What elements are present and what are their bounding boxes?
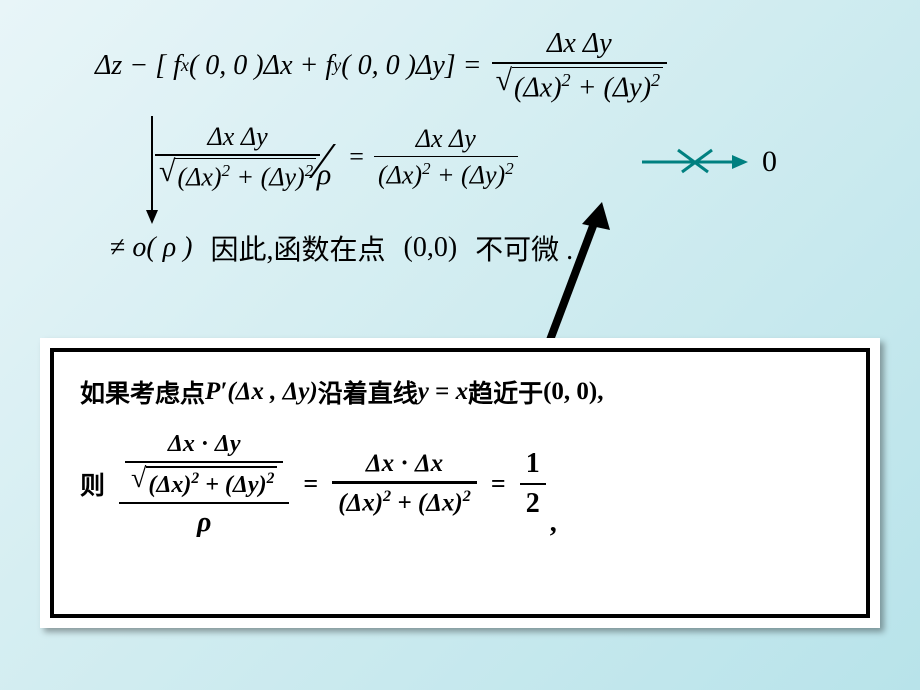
radical-icon: √ bbox=[496, 67, 512, 94]
zero-zero: (0, 0) bbox=[543, 378, 597, 406]
text-therefore: 因此,函数在点 bbox=[210, 228, 385, 268]
box-frac2: Δx · Δx (Δx)2 + (Δx)2 bbox=[332, 450, 477, 517]
eq1-mid1: ( 0, 0 )Δx + f bbox=[189, 50, 333, 82]
zero-label: 0 bbox=[762, 145, 777, 179]
big-arrow-icon bbox=[540, 200, 620, 355]
eq1-den: √ (Δx)2 + (Δy)2 bbox=[492, 66, 668, 104]
eq1-under: (Δx)2 + (Δy)2 bbox=[512, 67, 663, 104]
p-args: (Δx , Δy) bbox=[227, 378, 317, 406]
p-prime: P′ bbox=[205, 378, 227, 406]
eq2-lden: √ (Δx)2 + (Δy)2 bbox=[155, 158, 320, 193]
box-line-1: 如果考虑点 P′ (Δx , Δy) 沿着直线 y = x 趋近于 (0, 0)… bbox=[80, 374, 840, 410]
box-inner: 如果考虑点 P′ (Δx , Δy) 沿着直线 y = x 趋近于 (0, 0)… bbox=[50, 348, 870, 618]
box-bigfrac: Δx · Δy √ (Δx)2 + (Δy)2 bbox=[119, 428, 289, 539]
eq1-num: Δx Δy bbox=[543, 28, 616, 60]
eq2-eq: = bbox=[349, 142, 364, 172]
txt-consider: 如果考虑点 bbox=[80, 374, 205, 410]
yeqx: y = x bbox=[418, 378, 468, 406]
not-converge-icon: 0 bbox=[640, 142, 777, 182]
eq1-fraction: Δx Δy √ (Δx)2 + (Δy)2 bbox=[492, 28, 668, 104]
bigfrac-den: ρ bbox=[191, 507, 217, 539]
bigfrac-num: Δx · Δy √ (Δx)2 + (Δy)2 bbox=[119, 428, 289, 499]
eq1-fx-sub: x bbox=[181, 55, 189, 76]
eq1-lhs-a: Δz − [ f bbox=[95, 50, 181, 82]
comma: , bbox=[597, 378, 603, 406]
eq1-mid2: ( 0, 0 )Δy] = bbox=[341, 50, 481, 82]
explanation-box: 如果考虑点 P′ (Δx , Δy) 沿着直线 y = x 趋近于 (0, 0)… bbox=[40, 338, 880, 628]
box-half: 1 2 bbox=[520, 448, 546, 520]
txt-approach: 趋近于 bbox=[468, 374, 543, 410]
eq2-rnum: Δx Δy bbox=[412, 124, 480, 154]
radical-icon: √ bbox=[131, 466, 146, 491]
txt-along: 沿着直线 bbox=[318, 374, 418, 410]
point-00: (0,0) bbox=[404, 232, 458, 264]
eq1-sqrt: √ (Δx)2 + (Δy)2 bbox=[496, 67, 664, 104]
equation-1: Δz − [ f x ( 0, 0 )Δx + f y ( 0, 0 )Δy] … bbox=[95, 28, 667, 104]
box-eq2: = bbox=[491, 469, 506, 499]
eq1-fracbar bbox=[492, 62, 668, 64]
box-eq1: = bbox=[303, 469, 318, 499]
eq1-fy-sub: y bbox=[333, 55, 341, 76]
eq2-rfrac: Δx Δy (Δx)2 + (Δy)2 bbox=[374, 124, 518, 191]
slide: Δz − [ f x ( 0, 0 )Δx + f y ( 0, 0 )Δy] … bbox=[0, 0, 920, 690]
eq2-rden: (Δx)2 + (Δy)2 bbox=[374, 159, 518, 191]
neq-orho: ≠ o( ρ ) bbox=[110, 232, 192, 264]
box-line-2: 则 Δx · Δy √ (Δx)2 + (Δy)2 bbox=[80, 428, 840, 539]
eq2-rho: ρ bbox=[317, 158, 331, 192]
eq2-lfrac: Δx Δy √ (Δx)2 + (Δy)2 bbox=[155, 122, 320, 192]
equation-3: ≠ o( ρ ) 因此,函数在点 (0,0) 不可微 . bbox=[110, 228, 573, 268]
radical-icon: √ bbox=[159, 158, 175, 185]
trail-comma: , bbox=[550, 507, 557, 539]
eq2-lnum: Δx Δy bbox=[204, 122, 272, 152]
equation-2: Δx Δy √ (Δx)2 + (Δy)2 ∕ ρ = Δx Δy (Δx)2 … bbox=[155, 122, 518, 192]
ze-label: 则 bbox=[80, 466, 105, 502]
